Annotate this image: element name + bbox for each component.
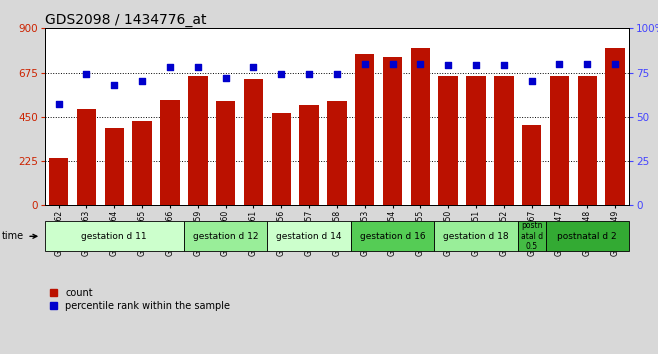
Bar <box>549 75 569 205</box>
Bar <box>132 121 152 205</box>
Text: gestation d 12: gestation d 12 <box>193 232 259 241</box>
Point <box>415 61 426 67</box>
Bar <box>184 221 267 251</box>
Bar <box>494 75 514 205</box>
Point <box>193 64 203 70</box>
Bar <box>411 48 430 205</box>
Bar <box>522 125 542 205</box>
Bar <box>383 57 402 205</box>
Bar <box>545 221 629 251</box>
Bar <box>467 75 486 205</box>
Bar <box>438 75 458 205</box>
Bar <box>77 109 96 205</box>
Bar <box>216 101 236 205</box>
Text: gestation d 16: gestation d 16 <box>360 232 425 241</box>
Bar <box>188 75 207 205</box>
Bar <box>605 48 625 205</box>
Point <box>554 61 565 67</box>
Point <box>359 61 370 67</box>
Bar <box>355 54 374 205</box>
Text: postnatal d 2: postnatal d 2 <box>557 232 617 241</box>
Text: postn
atal d
0.5: postn atal d 0.5 <box>520 221 543 251</box>
Point <box>109 82 120 88</box>
Text: gestation d 14: gestation d 14 <box>276 232 342 241</box>
Bar <box>45 221 184 251</box>
Point <box>276 72 286 77</box>
Bar <box>518 221 545 251</box>
Point <box>443 63 453 68</box>
Text: gestation d 11: gestation d 11 <box>82 232 147 241</box>
Point <box>332 72 342 77</box>
Point <box>81 72 91 77</box>
Legend: count, percentile rank within the sample: count, percentile rank within the sample <box>49 288 230 311</box>
Point <box>137 79 147 84</box>
Point <box>304 72 315 77</box>
Text: time: time <box>2 231 37 241</box>
Point <box>220 75 231 81</box>
Bar <box>160 100 180 205</box>
Point <box>164 64 175 70</box>
Bar <box>434 221 518 251</box>
Point <box>388 61 398 67</box>
Bar <box>578 75 597 205</box>
Point <box>526 79 537 84</box>
Text: GDS2098 / 1434776_at: GDS2098 / 1434776_at <box>45 13 206 27</box>
Bar <box>105 128 124 205</box>
Bar <box>243 79 263 205</box>
Bar <box>267 221 351 251</box>
Point <box>582 61 593 67</box>
Bar <box>327 101 347 205</box>
Bar <box>272 113 291 205</box>
Point <box>610 61 620 67</box>
Point <box>248 64 259 70</box>
Bar <box>351 221 434 251</box>
Point <box>53 102 64 107</box>
Point <box>499 63 509 68</box>
Bar <box>49 158 68 205</box>
Text: gestation d 18: gestation d 18 <box>443 232 509 241</box>
Point <box>470 63 481 68</box>
Bar <box>299 105 319 205</box>
